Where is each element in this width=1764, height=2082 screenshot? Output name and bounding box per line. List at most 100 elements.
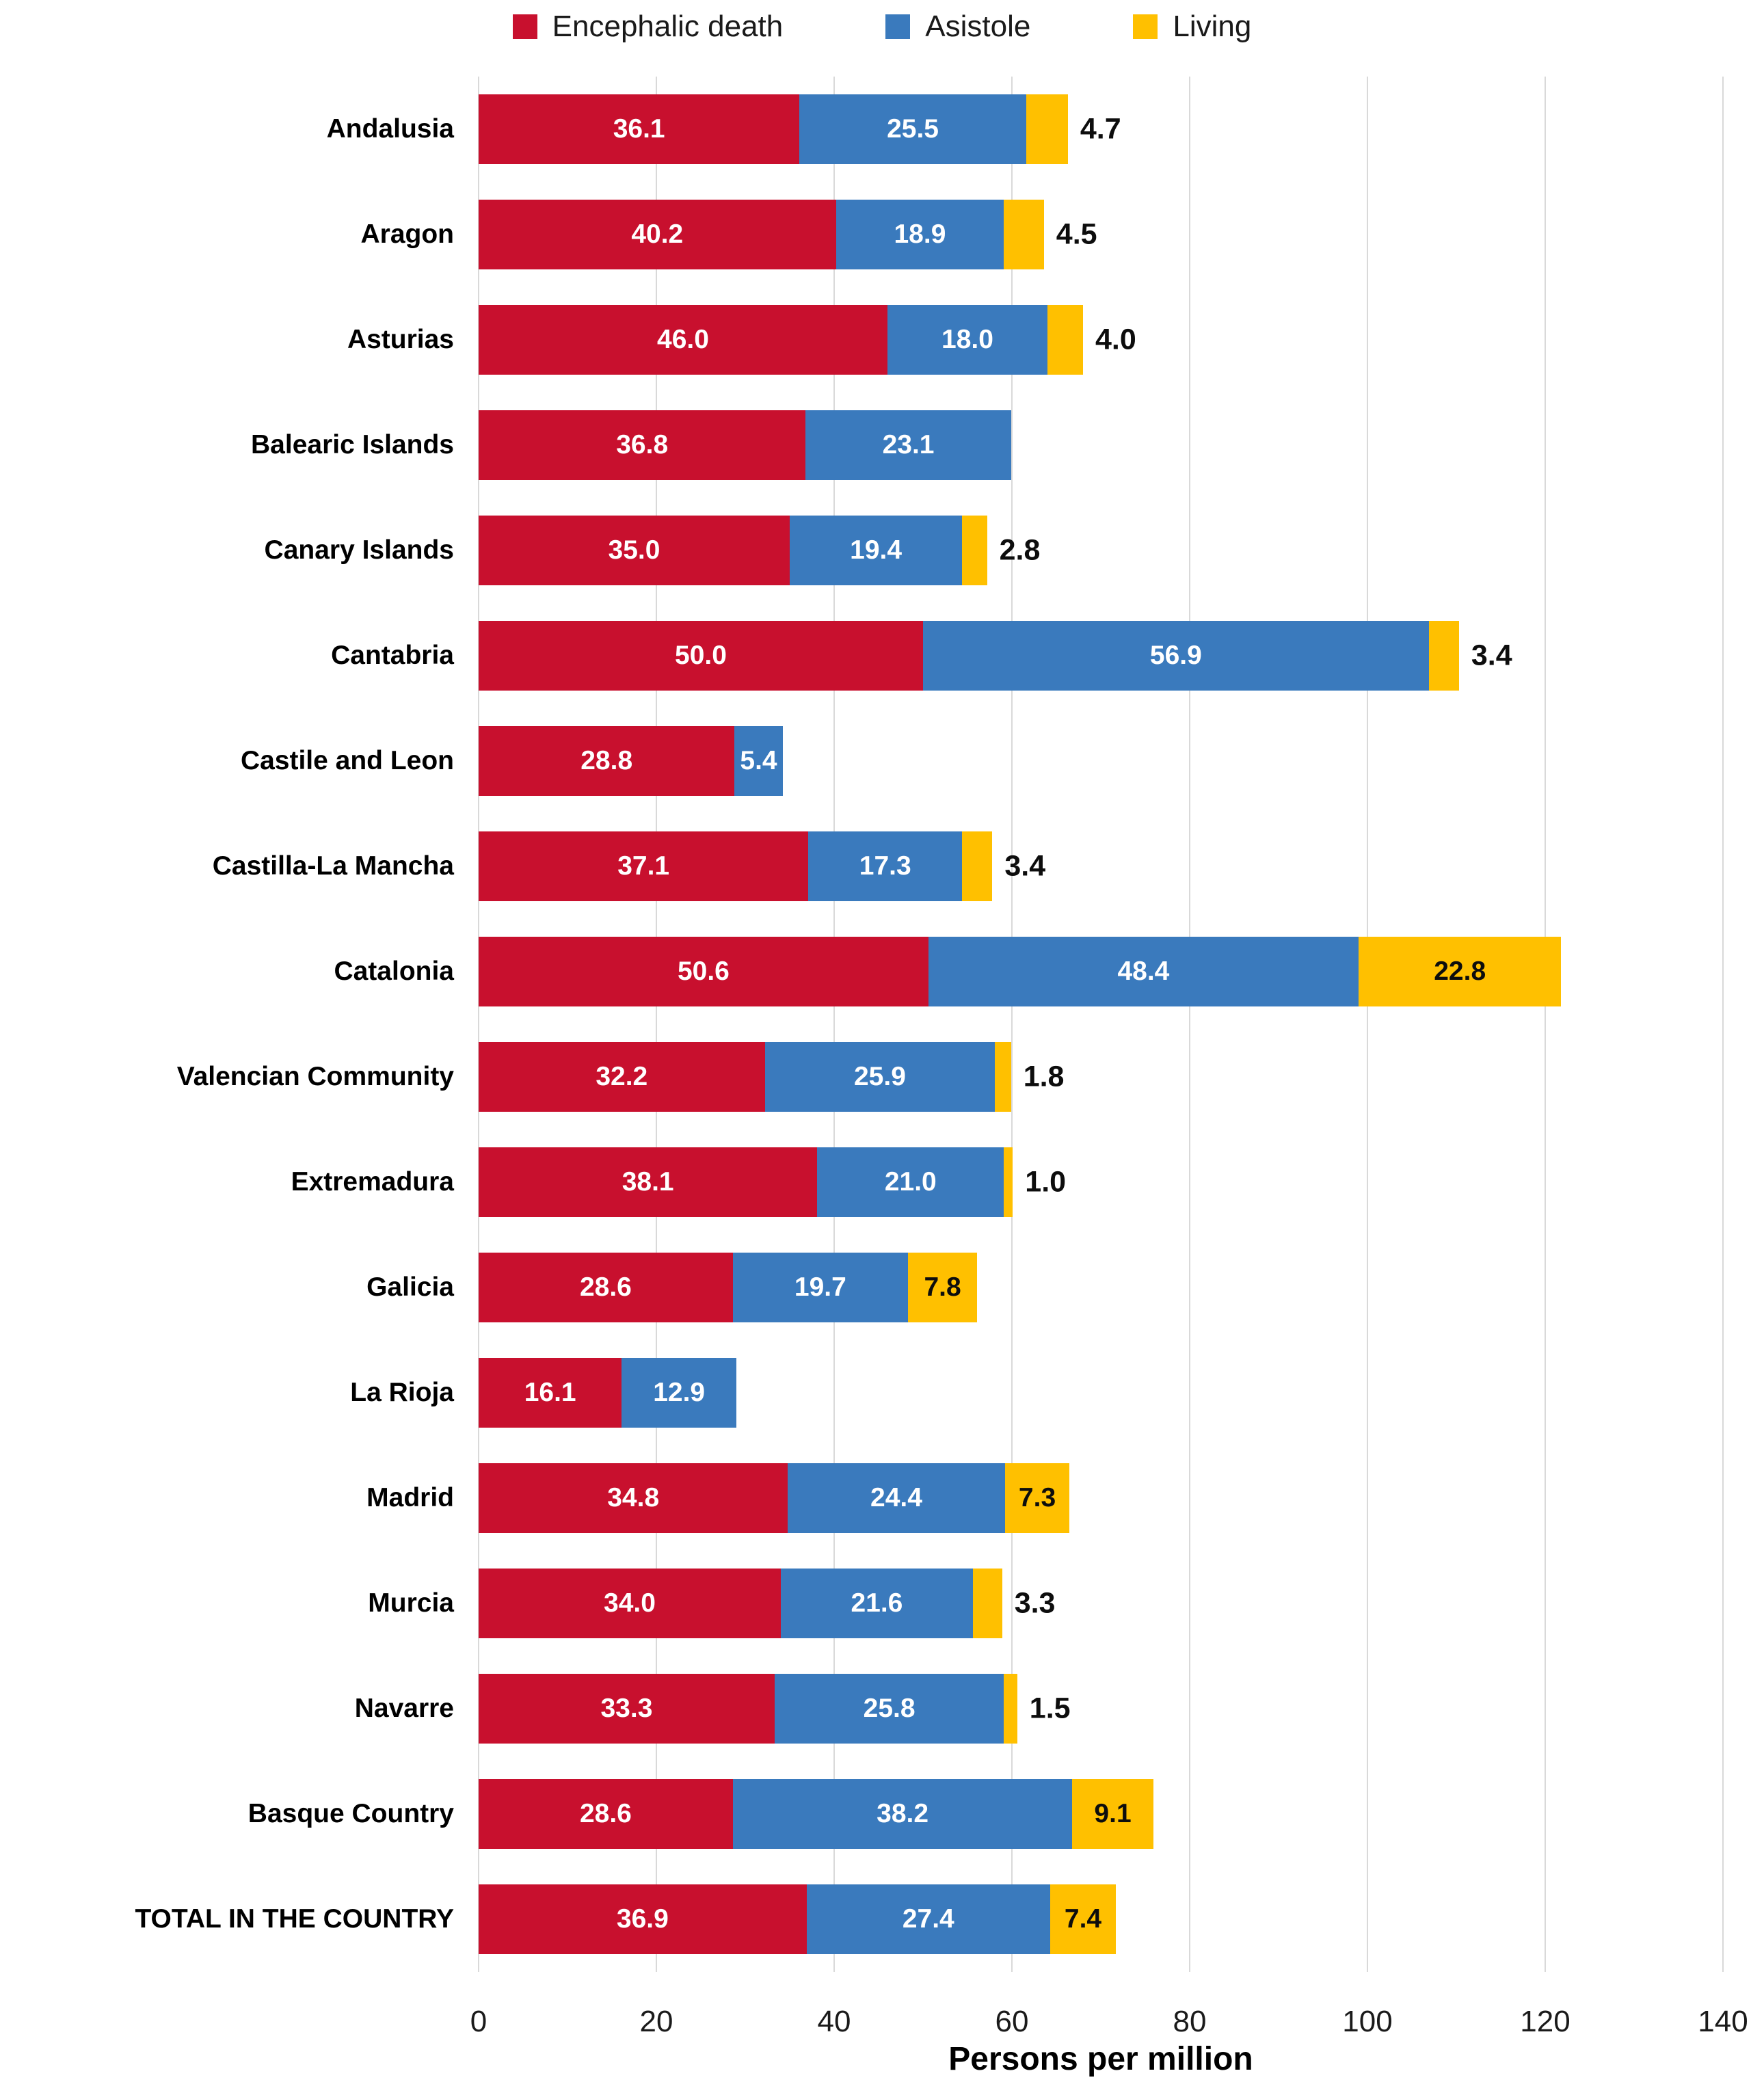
legend-swatch-asistole [885,14,911,39]
category-label: Andalusia [326,114,454,144]
value-label-outside: 3.4 [1471,639,1512,672]
legend-label-asistole: Asistole [925,10,1031,43]
value-label: 50.6 [677,957,730,986]
value-label: 38.1 [622,1167,674,1197]
legend-swatch-living [1133,14,1158,39]
bar-segment-encephalic-death: 33.3 [479,1674,775,1744]
value-label: 23.1 [882,430,935,459]
value-label-outside: 4.0 [1095,323,1136,356]
value-label: 32.2 [596,1062,648,1091]
chart-row-valencian-community: Valencian Community 32.2 25.9 1.8 [0,1024,1723,1130]
chart-row-aragon: Aragon 40.2 18.9 4.5 [0,182,1723,287]
value-label-outside: 3.4 [1004,849,1046,883]
value-label: 36.8 [616,430,669,459]
chart-row-canary-islands: Canary Islands 35.0 19.4 2.8 [0,498,1723,603]
bar-track: 46.0 18.0 4.0 [479,305,1723,375]
bar-track: 28.8 5.4 [479,726,1723,796]
x-tick-120: 120 [1520,2005,1571,2038]
bar-segment-living: 7.4 [1050,1884,1117,1954]
bar-track: 34.8 24.4 7.3 [479,1463,1723,1533]
bar-segment-encephalic-death: 28.8 [479,726,735,796]
legend: Encephalic death Asistole Living [0,10,1764,44]
value-label: 37.1 [617,851,670,881]
bar-segment-encephalic-death: 28.6 [479,1253,733,1322]
chart-row-madrid: Madrid 34.8 24.4 7.3 [0,1445,1723,1551]
value-label: 36.9 [616,1904,669,1934]
value-label: 50.0 [675,641,727,670]
bar-segment-encephalic-death: 35.0 [479,516,790,585]
value-label: 27.4 [902,1904,954,1934]
bar-track: 34.0 21.6 3.3 [479,1569,1723,1638]
x-axis-title: Persons per million [948,2041,1253,2077]
value-label: 7.3 [1018,1483,1056,1512]
category-label: Cantabria [331,641,454,670]
bar-segment-living [1047,305,1083,375]
category-label: Murcia [368,1588,454,1618]
chart-row-cantabria: Cantabria 50.0 56.9 3.4 [0,603,1723,708]
value-label: 18.9 [894,219,946,249]
value-label: 56.9 [1149,641,1202,670]
gridline-40 [833,77,835,1972]
category-label: La Rioja [350,1378,454,1407]
bar-track: 16.1 12.9 [479,1358,1723,1428]
bar-track: 40.2 18.9 4.5 [479,200,1723,269]
value-label: 24.4 [870,1483,922,1512]
x-axis: 0 20 40 60 80 100 120 140 [470,2005,1748,2046]
value-label: 19.4 [850,535,903,565]
value-label: 28.6 [579,1272,632,1302]
value-label: 7.4 [1064,1904,1102,1934]
value-label: 36.1 [613,114,665,144]
bar-segment-encephalic-death: 28.6 [479,1779,733,1849]
bar-segment-encephalic-death: 36.1 [479,94,800,164]
bar-segment-encephalic-death: 36.8 [479,410,806,480]
gridline-120 [1545,77,1546,1972]
category-label: Castile and Leon [240,746,454,775]
bar-segment-encephalic-death: 46.0 [479,305,887,375]
x-tick-80: 80 [1173,2005,1207,2038]
bar-segment-living [972,1569,1002,1638]
value-label: 25.5 [887,114,939,144]
bar-segment-asistole: 21.6 [781,1569,973,1638]
bar-segment-asistole: 48.4 [928,937,1359,1006]
bar-segment-living: 22.8 [1359,937,1562,1006]
bar-segment-asistole: 56.9 [923,621,1429,691]
category-label: Basque Country [248,1799,454,1828]
value-label: 19.7 [794,1272,846,1302]
chart-row-catalonia: Catalonia 50.6 48.4 22.8 [0,919,1723,1024]
value-label-outside: 3.3 [1014,1586,1056,1620]
value-label: 40.2 [631,219,684,249]
bar-segment-asistole: 19.4 [790,516,963,585]
x-tick-40: 40 [817,2005,851,2038]
bar-segment-living [1004,1674,1017,1744]
bar-segment-asistole: 17.3 [808,831,963,901]
chart-row-la-rioja: La Rioja 16.1 12.9 [0,1340,1723,1445]
bar-segment-encephalic-death: 32.2 [479,1042,765,1112]
chart-row-castile-and-leon: Castile and Leon 28.8 5.4 [0,708,1723,814]
bar-segment-asistole: 25.9 [764,1042,995,1112]
category-label: Balearic Islands [251,430,454,459]
legend-label-living: Living [1173,10,1252,43]
x-tick-60: 60 [995,2005,1029,2038]
bar-track: 37.1 17.3 3.4 [479,831,1723,901]
value-label: 34.0 [604,1588,656,1618]
value-label: 9.1 [1094,1799,1132,1828]
plot-area: Andalusia 36.1 25.5 4.7 Aragon 40.2 18.9 4.5 Ast… [0,77,1764,2082]
bar-track: 50.6 48.4 22.8 [479,937,1723,1006]
value-label-outside: 1.0 [1025,1165,1067,1199]
value-label: 21.0 [884,1167,937,1197]
category-label: Asturias [347,325,454,354]
rows: Andalusia 36.1 25.5 4.7 Aragon 40.2 18.9 4.5 Ast… [0,77,1723,1972]
category-label: Aragon [360,219,455,249]
bar-segment-asistole: 25.5 [799,94,1026,164]
bar-track: 28.6 19.7 7.8 [479,1253,1723,1322]
bar-track: 38.1 21.0 1.0 [479,1147,1723,1217]
legend-item-asistole: Asistole [885,10,1030,44]
gridline-20 [656,77,657,1972]
value-label: 18.0 [941,325,993,354]
legend-item-encephalic-death: Encephalic death [512,10,783,44]
bar-segment-asistole: 5.4 [734,726,783,796]
value-label: 17.3 [859,851,911,881]
category-label: Galicia [366,1272,454,1302]
bar-track: 50.0 56.9 3.4 [479,621,1723,691]
